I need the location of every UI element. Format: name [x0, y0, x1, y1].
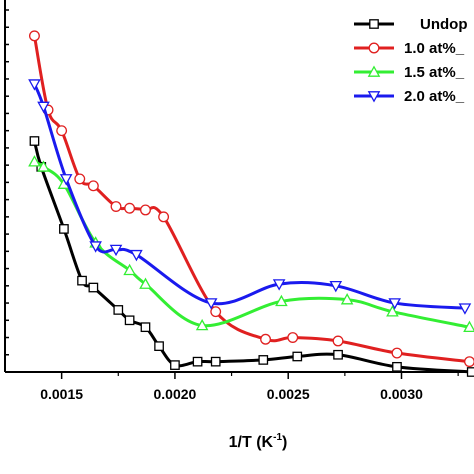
x-tick-label: 0.0015 [40, 386, 83, 402]
data-point [113, 305, 124, 315]
data-point [123, 263, 136, 276]
data-point [139, 277, 152, 289]
series-3 [28, 155, 474, 333]
data-point [130, 249, 143, 262]
data-point [292, 351, 303, 362]
data-point [110, 201, 122, 212]
data-point [124, 315, 135, 326]
data-point [258, 355, 269, 365]
data-point [272, 279, 286, 291]
data-point [170, 360, 180, 370]
legend-item: Undop [354, 16, 467, 33]
data-point [124, 202, 136, 214]
x-axis-title-main: 1/T (K [229, 434, 274, 451]
data-point [391, 347, 403, 359]
data-point [88, 282, 99, 293]
data-point [28, 155, 41, 167]
data-point [77, 275, 87, 286]
data-point [260, 333, 272, 345]
data-point [140, 204, 151, 216]
data-point [275, 294, 288, 307]
data-point [466, 367, 474, 377]
x-tick-label: 0.0025 [267, 386, 310, 402]
plot-frame [4, 0, 474, 373]
data-point [154, 341, 164, 351]
data-point [59, 174, 73, 186]
data-point [37, 101, 50, 114]
data-point [74, 173, 86, 185]
data-point [37, 160, 50, 172]
data-point [56, 125, 68, 137]
data-point [59, 224, 69, 234]
legend-item: 1.0 at%_ [354, 40, 465, 57]
data-point [204, 298, 218, 310]
x-axis-ticks: 0.0015 0.0020 0.0025 0.0030 [40, 372, 459, 402]
series-layer [28, 30, 474, 377]
data-point [195, 318, 209, 331]
x-axis-title: 1/T (K-1) [229, 432, 288, 451]
data-point [210, 306, 222, 318]
legend-marker [369, 19, 379, 29]
data-point [329, 280, 343, 293]
data-point [392, 361, 402, 372]
data-point [210, 356, 221, 367]
data-point [464, 356, 474, 368]
data-point [140, 322, 151, 333]
series-4 [28, 79, 472, 315]
data-point [158, 211, 170, 223]
data-point [332, 335, 344, 347]
data-point [29, 136, 40, 146]
legend-marker [367, 65, 381, 77]
data-point [89, 241, 102, 253]
data-point [28, 79, 41, 91]
x-axis-title-sup: -1 [273, 432, 282, 443]
series-2 [29, 30, 474, 368]
legend-label: Undop [420, 16, 467, 33]
x-tick-label: 0.0020 [154, 386, 197, 402]
data-point [386, 305, 399, 317]
data-point [29, 30, 40, 42]
data-point [109, 244, 123, 257]
data-point [340, 293, 354, 305]
data-point [192, 356, 203, 367]
legend-item: 2.0 at%_ [354, 88, 465, 105]
series-1 [29, 136, 474, 377]
legend-marker [367, 91, 381, 103]
data-point [388, 298, 402, 310]
data-point [287, 332, 299, 343]
legend: Undop 1.0 at%_ 1.5 at%_ 2.0 at%_ [354, 16, 467, 105]
legend-label: 1.5 at%_ [404, 64, 465, 81]
x-tick-label: 0.0030 [380, 386, 423, 402]
data-point [463, 320, 474, 333]
data-point [87, 180, 99, 192]
series-line [32, 140, 472, 374]
legend-label: 2.0 at%_ [404, 88, 465, 105]
legend-marker [368, 42, 380, 54]
data-point [333, 349, 343, 360]
data-point [458, 303, 472, 315]
legend-item: 1.5 at%_ [354, 64, 465, 81]
series-line [33, 83, 466, 310]
legend-label: 1.0 at%_ [404, 40, 465, 57]
x-axis-title-close: ) [282, 434, 287, 451]
